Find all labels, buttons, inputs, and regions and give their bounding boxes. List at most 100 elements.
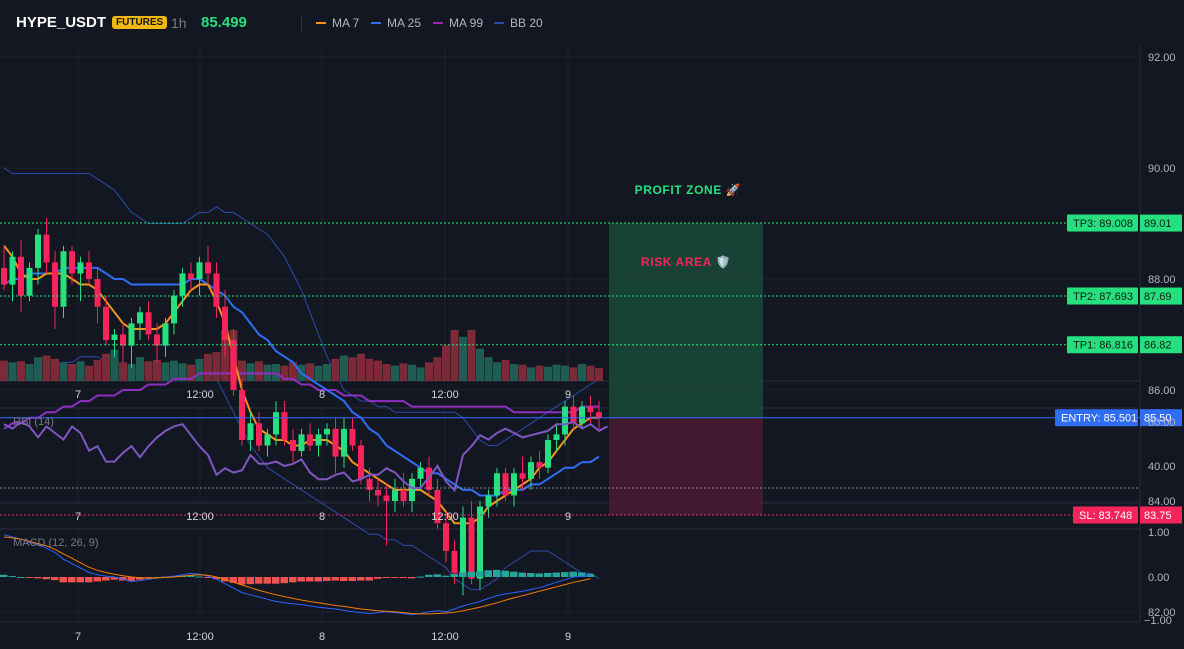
volume-bar [467,330,476,381]
time-tick-label: 9 [565,631,571,643]
risk-zone-box [609,417,763,515]
price-tick-label: 90.00 [1148,163,1176,175]
candle-body [1,267,7,285]
candle-body [596,412,602,418]
candle-body [111,334,118,341]
volume-bar [93,359,102,381]
candle-body [324,428,330,435]
macd-histogram-bar [365,577,373,581]
candle-body [375,489,381,496]
candle-body [528,462,534,479]
candle-body [477,506,483,579]
candle-body [409,478,415,501]
macd-histogram-bar [297,577,305,582]
macd-histogram-bar [578,572,586,577]
volume-bar [459,336,467,381]
volume-bar [238,360,246,381]
volume-bar [110,349,119,381]
macd-histogram-bar [459,572,467,577]
sl-label-box [1073,506,1138,524]
price-axis[interactable]: 92.00 90.00 88.00 86.00 84.00 82.00 [1148,52,1176,619]
volume-bar [59,362,68,381]
macd-histogram-bar [289,577,297,583]
grid-lines [0,46,1140,622]
volume-bar [357,353,365,381]
bb-upper-line [3,167,600,446]
time-tick-label: 9 [565,389,571,401]
macd-axis-zero: 0.00 [1148,572,1169,584]
legend-swatch-icon [494,22,504,24]
price-tick-label: 88.00 [1148,274,1176,286]
macd-histogram-bar [102,577,110,581]
candle-body [545,439,551,468]
volume-bar [416,367,425,381]
tp1-axis-value: 86.82 [1144,340,1172,352]
macd-histogram-bar [467,571,475,577]
volume-bar [323,364,331,381]
symbol-name[interactable]: HYPE_USDT [16,14,107,31]
volume-bar [178,363,187,381]
legend-ma99[interactable]: MA 99 [433,16,483,30]
legend-ma25[interactable]: MA 25 [371,16,421,30]
macd-histogram-bar [51,577,59,581]
candle-body [332,428,339,457]
candle-body [519,473,526,479]
macd-histogram-bar [569,571,577,577]
macd-panel [0,534,594,616]
time-tick-label: 7 [75,389,81,401]
price-tick-label: 82.00 [1148,607,1176,619]
candle-body [460,517,466,574]
time-tick-label: 8 [319,631,325,643]
macd-histogram-bar [272,577,280,584]
timeframe-label[interactable]: 1h [171,15,187,31]
candle-body [162,323,169,346]
tp3-label: TP3: 89.008 [1073,218,1133,230]
rsi-panel [0,420,1140,493]
volume-bar [212,352,221,381]
volume-bar [170,360,178,381]
time-tick-label: 8 [319,511,325,523]
volume-bar [382,364,391,381]
price-tick-label: 84.00 [1148,496,1176,508]
candle-body [451,550,458,574]
candle-body [562,406,568,435]
macd-histogram-bar [450,573,458,577]
volume-bar [34,357,42,381]
profit-zone-box [609,223,763,418]
candle-body [9,256,16,285]
macd-histogram-bar [238,577,246,585]
tp1-label-box [1067,336,1138,354]
macd-histogram-bar [518,572,526,577]
macd-histogram-bar [280,577,288,584]
macd-histogram-bar [416,576,424,578]
time-tick-label: 12:00 [186,511,214,523]
legend-bb20[interactable]: BB 20 [494,16,543,30]
legend-ma7[interactable]: MA 7 [316,16,359,30]
macd-histogram-bar [527,572,535,577]
candle-body [553,434,560,440]
macd-histogram-bar [442,575,450,577]
candle-body [485,495,492,507]
volume-bar [450,330,459,381]
volume-bar [391,365,399,381]
macd-title: MACD (12, 26, 9) [13,537,99,549]
macd-histogram-bar [331,577,339,581]
volume-bar [433,357,442,381]
macd-histogram-bar [399,577,407,578]
candle-body [494,473,500,496]
sl-axis-tag [1140,506,1182,524]
volume-bar [399,363,408,381]
price-tick-label: 86.00 [1148,385,1176,397]
candle-body [315,434,322,446]
futures-badge: FUTURES [112,16,168,29]
volume-bar [544,366,552,381]
bb-lower-line [4,356,600,591]
macd-axis-neg1: −1.00 [1144,615,1172,627]
macd-histogram-bar [76,577,84,583]
macd-histogram-bar [391,577,399,578]
macd-histogram-bar [544,572,552,577]
macd-histogram-bar [306,577,314,582]
time-axis[interactable]: 7 12:00 8 12:00 9 7 12:00 8 12:00 9 7 12:00 8 12:00 9 [75,389,571,643]
legend-label: MA 7 [332,16,360,30]
